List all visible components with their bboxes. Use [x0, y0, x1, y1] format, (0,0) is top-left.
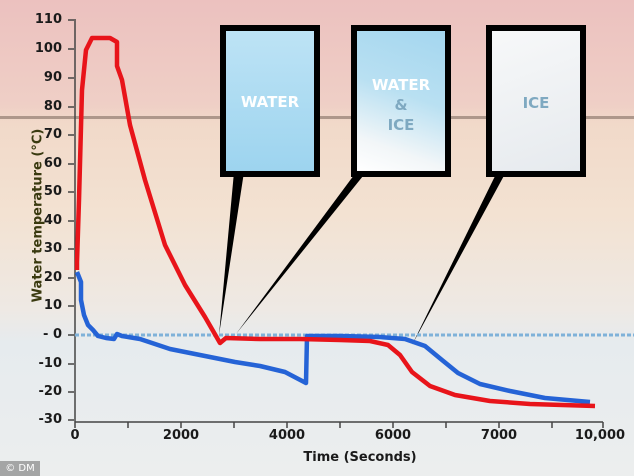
ytick-label: 30 — [43, 241, 62, 256]
y-axis-label: Water temperature (°C) — [30, 128, 46, 303]
series-red-line — [74, 35, 596, 409]
ytick-label: -10 — [38, 356, 63, 371]
xtick-label: 10,000 — [574, 428, 626, 443]
ytick-label: 70 — [43, 127, 62, 142]
xtick-label: 4000 — [268, 428, 306, 443]
callout-mix-label-1: WATER — [371, 76, 431, 94]
ytick-label: 90 — [43, 70, 62, 85]
xtick-label: 0 — [70, 428, 80, 443]
ytick-label: -30 — [38, 412, 63, 427]
x-ticks — [74, 422, 604, 428]
callout-water-label: WATER — [240, 93, 300, 111]
callout-water-ice: WATER & ICE — [351, 25, 451, 177]
ytick-label: -20 — [38, 384, 63, 399]
ytick-label: 100 — [34, 41, 62, 56]
callout-mix-label-2: & — [394, 96, 408, 114]
ytick-label: 110 — [34, 12, 62, 27]
callout-water: WATER — [220, 25, 320, 177]
callout-ice: ICE — [486, 25, 586, 177]
y-ticks — [68, 19, 74, 421]
ytick-label: 80 — [43, 99, 62, 114]
xtick-label: 6000 — [374, 428, 412, 443]
ytick-label: 20 — [43, 270, 62, 285]
ytick-label: 50 — [43, 184, 62, 199]
callout-ice-label: ICE — [522, 94, 550, 112]
copyright-credit: © DM — [0, 461, 40, 476]
ytick-label: - 0 — [43, 327, 62, 342]
pointer-ice — [412, 172, 506, 345]
callout-mix-label-3: ICE — [387, 116, 415, 134]
pointer-water — [219, 172, 244, 335]
ytick-label: 60 — [43, 156, 62, 171]
xtick-label: 7000 — [480, 428, 518, 443]
pointer-water-ice — [236, 171, 367, 334]
series-blue-line — [74, 271, 591, 405]
x-axis-label: Time (Seconds) — [303, 450, 417, 465]
ytick-label: 40 — [43, 213, 62, 228]
xtick-label: 2000 — [162, 428, 200, 443]
ytick-label: 10 — [43, 298, 62, 313]
